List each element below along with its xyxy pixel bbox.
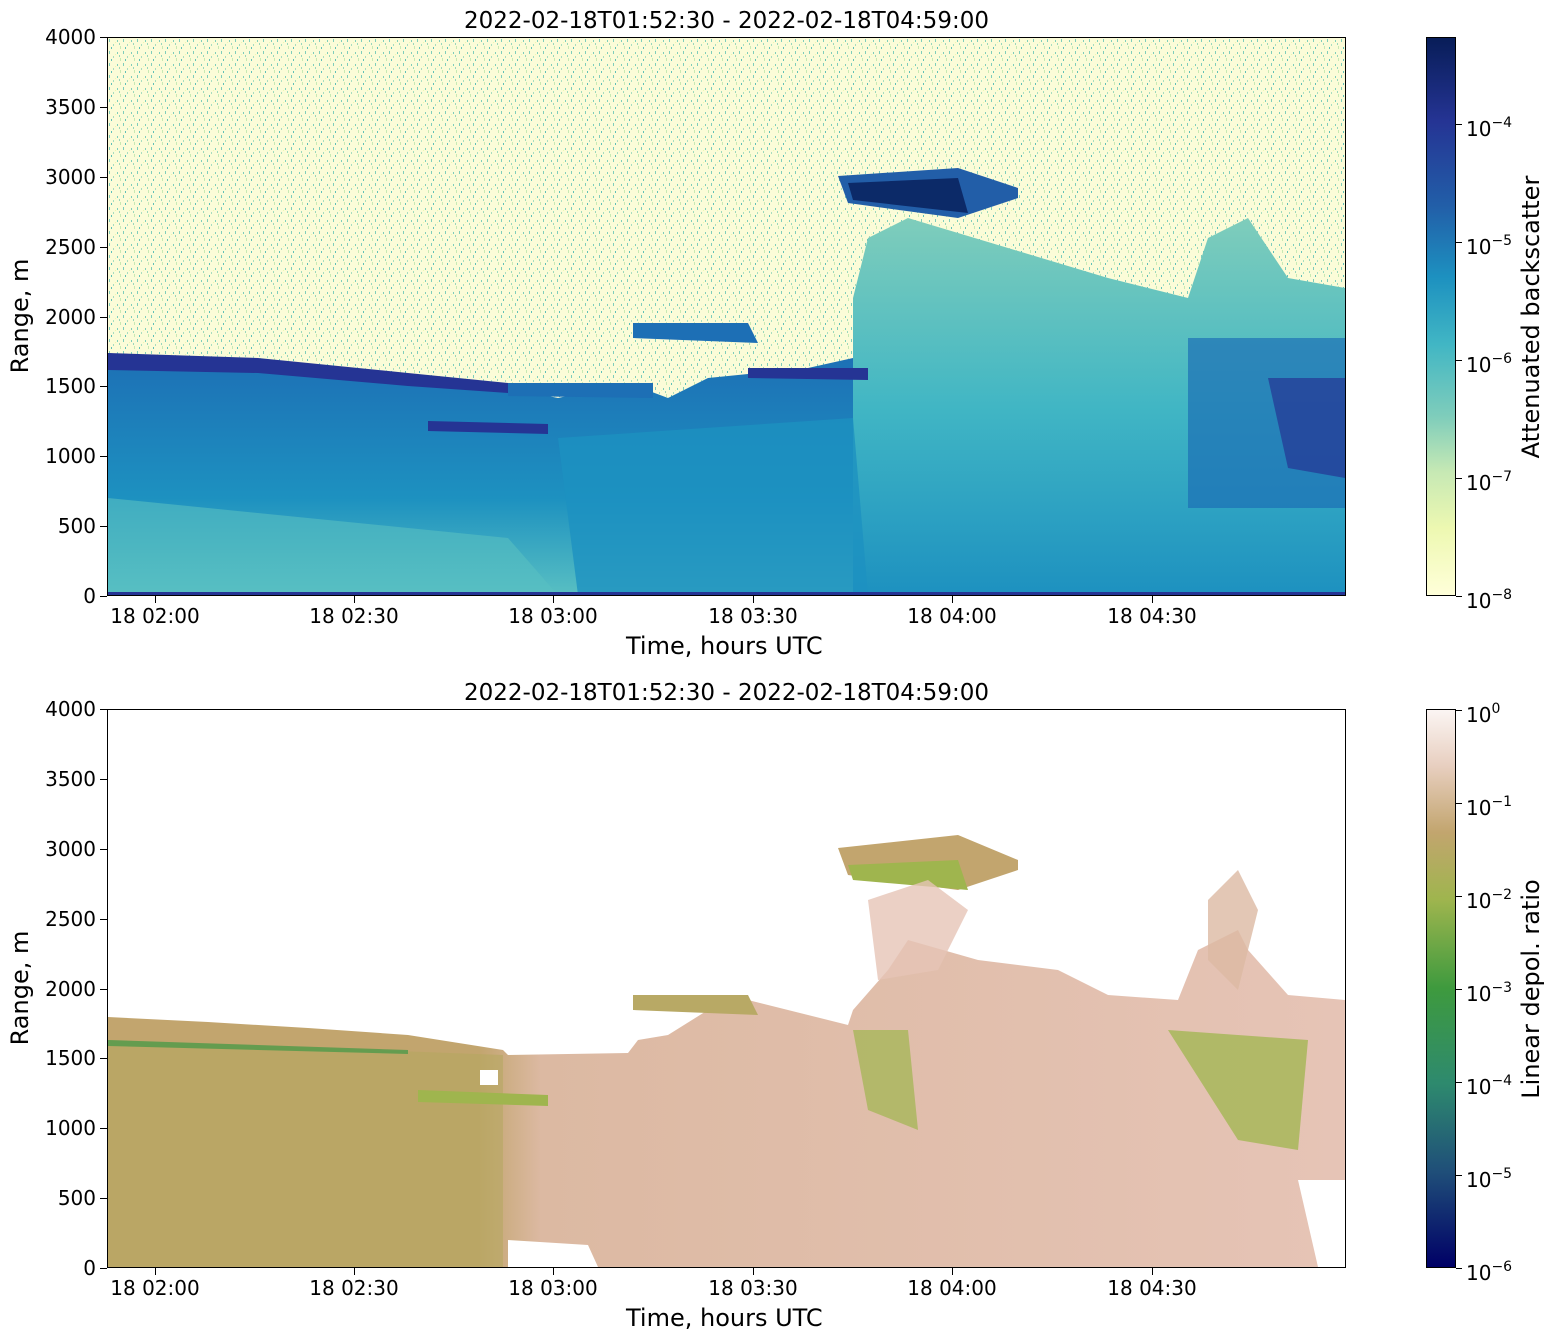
colorbar-tick-label: 10−5 (1466, 230, 1512, 258)
colorbar-tick-label: 10−8 (1466, 584, 1512, 612)
x-tick-label: 18 02:00 (75, 1277, 235, 1299)
y-tick-label: 0 (16, 1258, 96, 1278)
x-tick-label: 18 04:30 (1072, 1277, 1232, 1299)
top-colorbar-title: Attenuated backscatter (1517, 117, 1545, 517)
x-tick-label: 18 04:00 (872, 605, 1032, 627)
x-tick-label: 18 03:30 (673, 1277, 833, 1299)
y-tick-label: 500 (16, 1188, 96, 1208)
colorbar-tick-label: 10−1 (1466, 791, 1512, 819)
colorbar-tick-label: 10−4 (1466, 112, 1512, 140)
x-tick-label: 18 04:00 (872, 1277, 1032, 1299)
backscatter-heatmap (107, 37, 1346, 596)
bottom-x-axis-label: Time, hours UTC (626, 1305, 823, 1331)
x-tick-label: 18 03:00 (473, 605, 633, 627)
colorbar-tick-label: 10−7 (1466, 466, 1512, 494)
x-tick-label: 18 03:00 (473, 1277, 633, 1299)
backscatter-colorbar (1426, 37, 1456, 596)
colorbar-tick-label: 10−2 (1466, 884, 1512, 912)
y-tick-label: 3000 (16, 839, 96, 859)
y-tick-label: 2500 (16, 909, 96, 929)
y-tick-label: 3500 (16, 769, 96, 789)
colorbar-tick-label: 10−4 (1466, 1070, 1512, 1098)
colorbar-tick-label: 10−6 (1466, 1256, 1512, 1284)
colorbar-tick-label: 10−6 (1466, 348, 1512, 376)
y-tick-label: 500 (16, 516, 96, 536)
y-tick-label: 1000 (16, 1118, 96, 1138)
y-tick-label: 3000 (16, 167, 96, 187)
y-tick-label: 4000 (16, 27, 96, 47)
top-x-axis-label: Time, hours UTC (626, 633, 823, 659)
y-tick-label: 2500 (16, 237, 96, 257)
top-chart-title: 2022-02-18T01:52:30 - 2022-02-18T04:59:0… (107, 8, 1346, 34)
x-tick-label: 18 02:30 (274, 605, 434, 627)
depol-colorbar (1426, 709, 1456, 1268)
bottom-colorbar-title: Linear depol. ratio (1517, 789, 1545, 1189)
y-tick-label: 1500 (16, 376, 96, 396)
top-y-axis-label: Range, m (7, 256, 33, 376)
colorbar-tick-label: 100 (1466, 698, 1500, 726)
depol-heatmap (107, 709, 1346, 1268)
colorbar-tick-label: 10−3 (1466, 977, 1512, 1005)
y-tick-label: 0 (16, 586, 96, 606)
y-tick-label: 1500 (16, 1048, 96, 1068)
bottom-chart-title: 2022-02-18T01:52:30 - 2022-02-18T04:59:0… (107, 680, 1346, 706)
y-tick-label: 3500 (16, 97, 96, 117)
x-tick-label: 18 03:30 (673, 605, 833, 627)
y-tick-label: 4000 (16, 699, 96, 719)
y-tick-label: 1000 (16, 446, 96, 466)
colorbar-tick-label: 10−5 (1466, 1163, 1512, 1191)
x-tick-label: 18 02:30 (274, 1277, 434, 1299)
x-tick-label: 18 04:30 (1072, 605, 1232, 627)
bottom-y-axis-label: Range, m (7, 928, 33, 1048)
x-tick-label: 18 02:00 (75, 605, 235, 627)
